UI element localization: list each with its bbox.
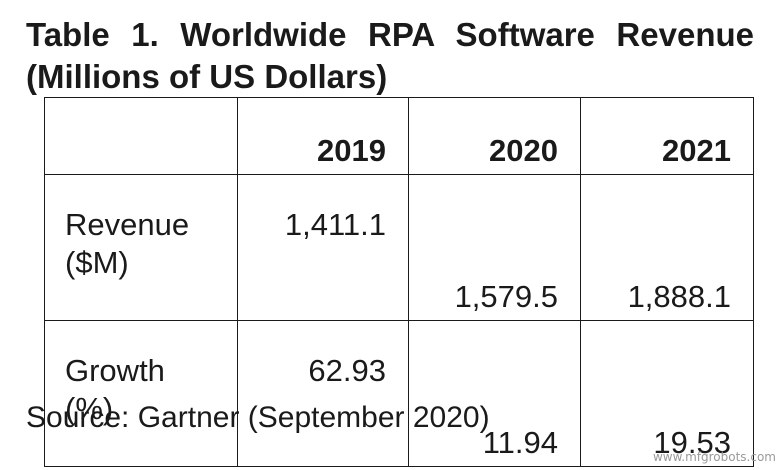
- row-label-line2: (%): [65, 391, 114, 426]
- header-empty-cell: [44, 97, 238, 175]
- row-label-growth: Growth (%): [44, 320, 238, 467]
- table-row-revenue: Revenue ($M) 1,411.1 1,579.5 1,888.1: [44, 174, 754, 321]
- growth-2021-cell: 19.53: [580, 320, 754, 467]
- header-year-2019: 2019: [237, 97, 409, 175]
- source-note: Source: Gartner (September 2020): [26, 401, 490, 434]
- growth-2020-cell: 11.94: [408, 320, 581, 467]
- row-label-line1: Growth: [65, 353, 165, 388]
- revenue-2019-cell: 1,411.1: [237, 174, 409, 321]
- table-row-growth: Growth (%) 62.93 11.94 19.53: [44, 320, 754, 467]
- header-year-2020: 2020: [408, 97, 581, 175]
- revenue-2021-cell: 1,888.1: [580, 174, 754, 321]
- revenue-2020-cell: 1,579.5: [408, 174, 581, 321]
- table-header-row: 2019 2020 2021: [44, 97, 754, 175]
- revenue-table-container: 2019 2020 2021 Revenue ($M) 1,411.1 1,57…: [44, 97, 754, 467]
- row-label-line2: ($M): [65, 245, 129, 280]
- growth-2019-cell: 62.93: [237, 320, 409, 467]
- watermark-text: www.mfgrobots.com: [652, 450, 776, 464]
- table-title: Table 1. Worldwide RPA Software Revenue …: [26, 16, 754, 95]
- row-label-revenue: Revenue ($M): [44, 174, 238, 321]
- header-year-2021: 2021: [580, 97, 754, 175]
- revenue-table: 2019 2020 2021 Revenue ($M) 1,411.1 1,57…: [44, 97, 754, 467]
- row-label-line1: Revenue: [65, 207, 190, 242]
